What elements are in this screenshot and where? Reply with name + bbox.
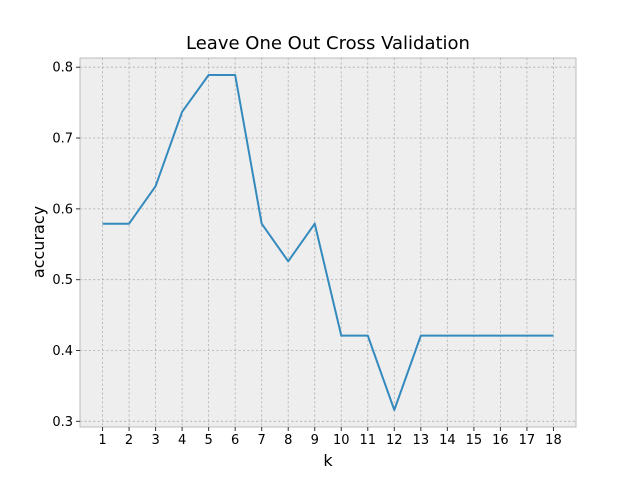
series-layer: [102, 74, 554, 411]
x-tick-label: 12: [386, 433, 403, 448]
x-tick-label: 18: [545, 433, 562, 448]
y-tick-label: 0.4: [52, 344, 73, 359]
x-tick-label: 8: [284, 433, 292, 448]
x-tick-label: 9: [311, 433, 319, 448]
x-tick-label: 4: [178, 433, 186, 448]
y-tick-label: 0.8: [52, 61, 73, 76]
y-tick-label: 0.6: [52, 202, 73, 217]
x-tick-label: 11: [360, 433, 377, 448]
y-tick-label: 0.3: [52, 415, 73, 430]
y-tick-label: 0.5: [52, 273, 73, 288]
x-tick-label: 16: [492, 433, 509, 448]
y-axis: 0.3 0.4 0.5 0.6 0.7 0.8: [52, 61, 80, 430]
x-tick-label: 6: [231, 433, 239, 448]
plot-area: [79, 57, 577, 428]
x-tick-label: 2: [125, 433, 133, 448]
x-tick-label: 3: [151, 433, 159, 448]
x-tick-label: 5: [205, 433, 213, 448]
x-tick-label: 13: [413, 433, 430, 448]
chart-title: Leave One Out Cross Validation: [186, 33, 470, 54]
x-tick-label: 15: [466, 433, 483, 448]
y-axis-label: accuracy: [29, 206, 48, 278]
x-axis: 1 2 3 4 5 6 7 8 9 10 11 12 13 14 15 16 17 18: [98, 427, 562, 448]
y-tick-label: 0.7: [52, 132, 73, 147]
x-tick-label: 10: [333, 433, 350, 448]
x-axis-label: k: [323, 451, 333, 470]
x-tick-label: 7: [258, 433, 266, 448]
x-tick-label: 1: [98, 433, 106, 448]
accuracy-series-line: [102, 74, 554, 411]
x-tick-label: 14: [439, 433, 456, 448]
x-tick-label: 17: [519, 433, 536, 448]
